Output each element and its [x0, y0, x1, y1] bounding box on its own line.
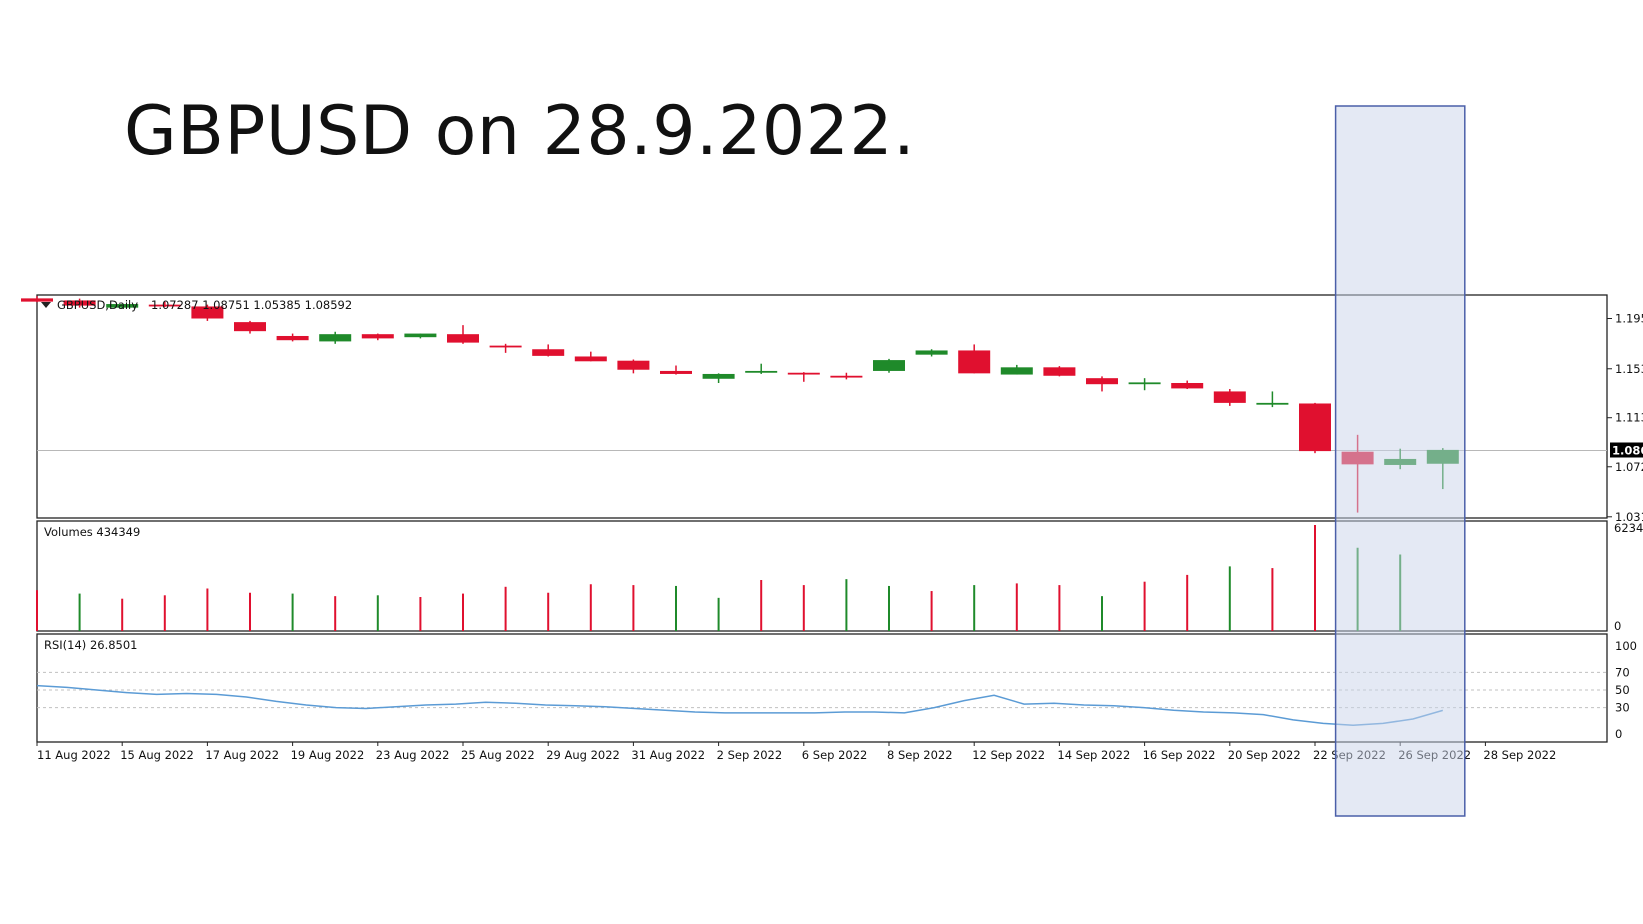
price-tick-label: 1.195	[1615, 312, 1643, 326]
candle-down	[63, 300, 96, 306]
rsi-label: RSI(14) 26.8501	[44, 638, 138, 652]
candle-down	[191, 306, 224, 319]
candle-down	[361, 334, 394, 339]
candle-down	[532, 349, 565, 356]
candle-up	[915, 350, 948, 355]
candle-up	[106, 304, 139, 308]
candle-up	[404, 333, 437, 338]
candle-down	[617, 360, 650, 370]
rsi-panel: RSI(14) 26.8501	[36, 638, 1444, 726]
price-tick-label: 1.113	[1615, 411, 1643, 425]
x-tick-label: 15 Aug 2022	[120, 748, 194, 762]
candle-up	[319, 334, 352, 342]
volume-axis-max: 62346	[1614, 521, 1643, 535]
collapse-triangle-icon	[41, 302, 51, 308]
candle-down	[276, 335, 309, 341]
candle-down	[234, 322, 266, 332]
ohlc-header: 1.07287 1.08751 1.05385 1.08592	[151, 298, 352, 312]
rsi-axis-label: 100	[1615, 639, 1637, 653]
slide-title: GBPUSD on 28.9.2022.	[124, 92, 916, 171]
current-price-label: 1.086	[1612, 443, 1643, 457]
highlight-rectangle	[1334, 105, 1466, 817]
x-tick-label: 6 Sep 2022	[802, 748, 868, 762]
candle-up	[702, 373, 735, 379]
x-tick-label: 16 Sep 2022	[1143, 748, 1216, 762]
x-tick-label: 29 Aug 2022	[546, 748, 620, 762]
x-tick-label: 31 Aug 2022	[631, 748, 705, 762]
x-tick-label: 12 Sep 2022	[972, 748, 1045, 762]
candle-up	[745, 370, 778, 373]
candle-up	[873, 360, 905, 371]
symbol-label: GBPUSD,Daily	[57, 298, 138, 312]
axes: 1.195 1.153 1.113 1.072 1.031 1.086 62346 0 100 7…	[36, 312, 1643, 762]
candle-down	[148, 304, 181, 307]
volume-label: Volumes 434349	[44, 525, 140, 539]
rsi-axis-label: 70	[1615, 665, 1630, 679]
candle-up	[1128, 382, 1161, 385]
candle-down	[574, 356, 607, 362]
candle-up	[1000, 367, 1033, 375]
candle-up	[1256, 402, 1289, 405]
volume-axis-zero: 0	[1614, 619, 1621, 633]
candle-down	[1043, 367, 1076, 376]
x-tick-label: 23 Aug 2022	[376, 748, 450, 762]
highlight-box	[1334, 105, 1466, 817]
candle-down	[1299, 403, 1331, 452]
x-tick-label: 8 Sep 2022	[887, 748, 953, 762]
x-tick-label: 11 Aug 2022	[37, 748, 111, 762]
rsi-axis-label: 30	[1615, 701, 1630, 715]
candle-down	[1171, 382, 1204, 389]
candle-down	[1213, 391, 1246, 403]
current-price-tag	[1610, 442, 1643, 458]
x-tick-label: 19 Aug 2022	[291, 748, 365, 762]
candle-down	[1086, 378, 1118, 385]
price-tick-label: 1.031	[1615, 510, 1643, 524]
candle-down	[958, 350, 991, 374]
candle-down	[21, 298, 53, 302]
price-tick-label: 1.153	[1615, 362, 1643, 376]
rsi-line	[36, 684, 1444, 726]
x-tick-label: 25 Aug 2022	[461, 748, 535, 762]
x-tick-label: 2 Sep 2022	[717, 748, 783, 762]
x-tick-label: 20 Sep 2022	[1228, 748, 1301, 762]
price-tick-label: 1.072	[1615, 460, 1643, 474]
candle-down	[787, 372, 820, 375]
candle-down	[830, 375, 863, 378]
volume-panel: Volumes 434349	[36, 525, 1402, 631]
x-tick-label: 17 Aug 2022	[205, 748, 279, 762]
rsi-axis-label: 50	[1615, 683, 1630, 697]
candle-down	[660, 370, 692, 374]
x-tick-label: 28 Sep 2022	[1483, 748, 1556, 762]
candle-down	[489, 345, 522, 348]
candle-down	[447, 334, 479, 343]
x-tick-label: 14 Sep 2022	[1057, 748, 1130, 762]
rsi-axis-label: 0	[1615, 727, 1622, 741]
